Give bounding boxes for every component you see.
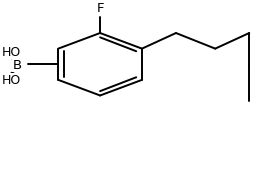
Text: F: F bbox=[96, 2, 104, 15]
Text: HO: HO bbox=[2, 46, 21, 59]
Text: HO: HO bbox=[2, 74, 21, 87]
Text: B: B bbox=[13, 59, 22, 72]
